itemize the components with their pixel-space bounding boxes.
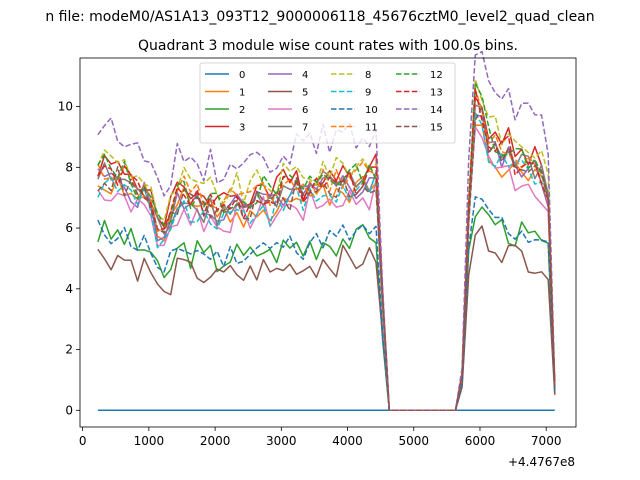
series-line-8 bbox=[97, 78, 556, 412]
series-line-15 bbox=[97, 106, 556, 412]
series-line-9 bbox=[97, 112, 556, 412]
legend-label-9: 9 bbox=[365, 88, 371, 99]
x-tick-label: 7000 bbox=[531, 434, 562, 448]
y-tick-label: 6 bbox=[65, 221, 73, 235]
series-line-12 bbox=[97, 82, 556, 412]
y-tick-label: 0 bbox=[65, 403, 73, 417]
x-tick-label: 4000 bbox=[332, 434, 363, 448]
legend-label-15: 15 bbox=[430, 123, 443, 134]
figure-suptitle: n file: modeM0/AS1A13_093T12_9000006118_… bbox=[45, 9, 594, 25]
legend-label-10: 10 bbox=[365, 105, 378, 116]
legend-label-7: 7 bbox=[302, 123, 308, 134]
x-axis: 0 1000 2000 3000 4000 5000 6000 7000 bbox=[79, 427, 562, 448]
legend-label-4: 4 bbox=[302, 70, 308, 81]
y-axis: 0 2 4 6 8 10 bbox=[58, 100, 80, 417]
x-tick-label: 3000 bbox=[266, 434, 297, 448]
series-line-11 bbox=[97, 88, 556, 412]
legend-label-11: 11 bbox=[365, 123, 378, 134]
y-tick-label: 4 bbox=[65, 282, 73, 296]
legend-label-6: 6 bbox=[302, 105, 308, 116]
series-lines bbox=[97, 50, 556, 412]
y-tick-label: 2 bbox=[65, 343, 73, 357]
legend-label-14: 14 bbox=[430, 105, 443, 116]
x-tick-label: 0 bbox=[79, 434, 87, 448]
legend-label-5: 5 bbox=[302, 88, 308, 99]
legend-box bbox=[199, 62, 456, 144]
x-tick-label: 5000 bbox=[398, 434, 429, 448]
y-tick-label: 10 bbox=[58, 100, 73, 114]
plot-frame bbox=[79, 57, 577, 428]
series-line-6 bbox=[97, 126, 556, 412]
legend-label-0: 0 bbox=[239, 70, 245, 81]
series-line-7 bbox=[97, 104, 556, 412]
x-tick-label: 2000 bbox=[200, 434, 231, 448]
legend-label-3: 3 bbox=[239, 123, 245, 134]
y-tick-label: 8 bbox=[65, 160, 73, 174]
axes-title: Quadrant 3 module wise count rates with … bbox=[138, 38, 518, 54]
series-line-10 bbox=[97, 196, 556, 412]
series-line-2 bbox=[97, 206, 556, 412]
legend-label-1: 1 bbox=[239, 88, 245, 99]
series-line-13 bbox=[97, 88, 556, 412]
legend-label-12: 12 bbox=[430, 70, 443, 81]
legend-label-2: 2 bbox=[239, 105, 245, 116]
legend-label-13: 13 bbox=[430, 88, 443, 99]
x-offset-label: +4.4767e8 bbox=[508, 455, 575, 469]
x-tick-label: 6000 bbox=[465, 434, 496, 448]
legend-label-8: 8 bbox=[365, 70, 371, 81]
x-tick-label: 1000 bbox=[134, 434, 165, 448]
series-line-5 bbox=[97, 225, 556, 412]
